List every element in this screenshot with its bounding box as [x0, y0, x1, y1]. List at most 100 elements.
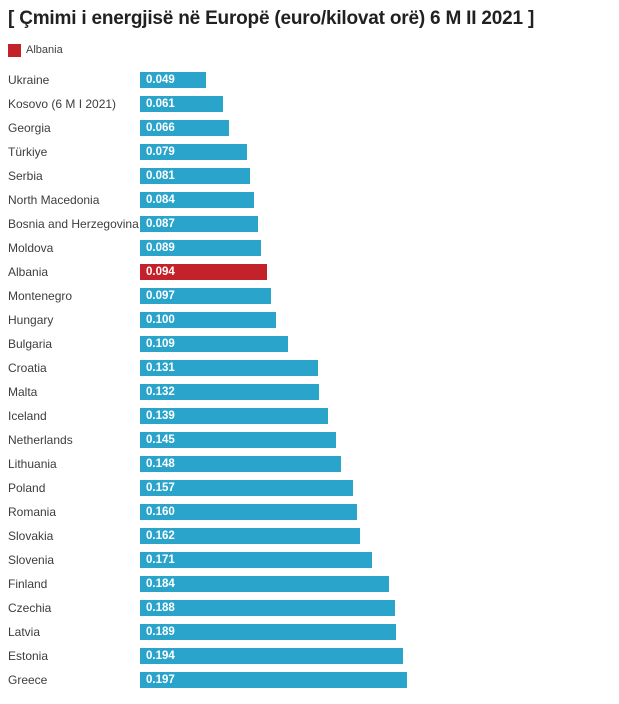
- country-label: Ukraine: [8, 73, 50, 87]
- country-label: Slovakia: [8, 529, 54, 543]
- bar-value-label: 0.109: [146, 338, 175, 350]
- bar-value-label: 0.189: [146, 626, 175, 638]
- country-label: Slovenia: [8, 553, 55, 567]
- bar-row: Romania 0.160: [0, 500, 619, 524]
- bar[interactable]: 0.066: [140, 120, 229, 136]
- bar[interactable]: 0.197: [140, 672, 407, 688]
- bar-value-label: 0.049: [146, 74, 175, 86]
- country-label: Croatia: [8, 361, 47, 375]
- country-label: Türkiye: [8, 145, 48, 159]
- bar-value-label: 0.157: [146, 482, 175, 494]
- country-label: Bosnia and Herzegovina: [8, 217, 139, 231]
- bar-value-label: 0.132: [146, 386, 175, 398]
- bar[interactable]: 0.157: [140, 480, 353, 496]
- country-label: Bulgaria: [8, 337, 53, 351]
- bar[interactable]: 0.084: [140, 192, 254, 208]
- bar-value-label: 0.084: [146, 194, 175, 206]
- bar[interactable]: 0.145: [140, 432, 336, 448]
- bar-value-label: 0.087: [146, 218, 175, 230]
- country-label: Romania: [8, 505, 57, 519]
- bar-row: Czechia 0.188: [0, 596, 619, 620]
- bar-row: Malta 0.132: [0, 380, 619, 404]
- bar-row: Bosnia and Herzegovina 0.087: [0, 212, 619, 236]
- bar-value-label: 0.094: [146, 266, 175, 278]
- country-label: Czechia: [8, 601, 52, 615]
- bar-value-label: 0.061: [146, 98, 175, 110]
- bar-row: Albania 0.094: [0, 260, 619, 284]
- bar-row: Netherlands 0.145: [0, 428, 619, 452]
- country-label: Poland: [8, 481, 46, 495]
- bar-row: Slovenia 0.171: [0, 548, 619, 572]
- bar[interactable]: 0.089: [140, 240, 261, 256]
- bar-row: Hungary 0.100: [0, 308, 619, 332]
- bar-value-label: 0.131: [146, 362, 175, 374]
- bar-row: Serbia 0.081: [0, 164, 619, 188]
- bar-value-label: 0.079: [146, 146, 175, 158]
- bar-row: Ukraine 0.049: [0, 68, 619, 92]
- bar-value-label: 0.100: [146, 314, 175, 326]
- bar-row: Estonia 0.194: [0, 644, 619, 668]
- bar[interactable]: 0.132: [140, 384, 319, 400]
- country-label: Lithuania: [8, 457, 57, 471]
- country-label: Kosovo (6 M I 2021): [8, 97, 117, 111]
- bar-value-label: 0.162: [146, 530, 175, 542]
- bar-row: Iceland 0.139: [0, 404, 619, 428]
- country-label: Netherlands: [8, 433, 73, 447]
- bar-value-label: 0.184: [146, 578, 175, 590]
- bar[interactable]: 0.171: [140, 552, 372, 568]
- legend-label: Albania: [26, 44, 63, 56]
- bar[interactable]: 0.081: [140, 168, 250, 184]
- bar-row: Finland 0.184: [0, 572, 619, 596]
- bar-row: Montenegro 0.097: [0, 284, 619, 308]
- legend-swatch-icon: [8, 43, 21, 57]
- bar-value-label: 0.089: [146, 242, 175, 254]
- bar[interactable]: 0.109: [140, 336, 288, 352]
- bar[interactable]: 0.100: [140, 312, 276, 328]
- country-label: Greece: [8, 673, 48, 687]
- country-label: Iceland: [8, 409, 47, 423]
- bar-highlighted[interactable]: 0.094: [140, 264, 267, 280]
- bar[interactable]: 0.189: [140, 624, 396, 640]
- bar-row: Poland 0.157: [0, 476, 619, 500]
- country-label: Latvia: [8, 625, 41, 639]
- bar[interactable]: 0.131: [140, 360, 318, 376]
- bar-row: Latvia 0.189: [0, 620, 619, 644]
- bar-value-label: 0.148: [146, 458, 175, 470]
- bar-value-label: 0.081: [146, 170, 175, 182]
- bar[interactable]: 0.184: [140, 576, 389, 592]
- bar-row: Bulgaria 0.109: [0, 332, 619, 356]
- bar[interactable]: 0.160: [140, 504, 357, 520]
- bar-row: Lithuania 0.148: [0, 452, 619, 476]
- bar[interactable]: 0.194: [140, 648, 403, 664]
- bar-value-label: 0.066: [146, 122, 175, 134]
- legend-item-albania[interactable]: Albania: [8, 43, 619, 57]
- bar[interactable]: 0.079: [140, 144, 247, 160]
- bar-value-label: 0.145: [146, 434, 175, 446]
- bar[interactable]: 0.162: [140, 528, 360, 544]
- bar[interactable]: 0.061: [140, 96, 223, 112]
- bar-value-label: 0.139: [146, 410, 175, 422]
- country-label: Albania: [8, 265, 49, 279]
- country-label: Estonia: [8, 649, 49, 663]
- bar-row: North Macedonia 0.084: [0, 188, 619, 212]
- bar-value-label: 0.188: [146, 602, 175, 614]
- bar-value-label: 0.097: [146, 290, 175, 302]
- bar[interactable]: 0.148: [140, 456, 341, 472]
- country-label: Serbia: [8, 169, 43, 183]
- bar-value-label: 0.197: [146, 674, 175, 686]
- bar[interactable]: 0.188: [140, 600, 395, 616]
- country-label: Montenegro: [8, 289, 73, 303]
- bar-value-label: 0.160: [146, 506, 175, 518]
- country-label: Malta: [8, 385, 38, 399]
- bar-row: Croatia 0.131: [0, 356, 619, 380]
- bar-row: Türkiye 0.079: [0, 140, 619, 164]
- bar-row: Kosovo (6 M I 2021) 0.061: [0, 92, 619, 116]
- country-label: Hungary: [8, 313, 54, 327]
- bar[interactable]: 0.139: [140, 408, 328, 424]
- bar-value-label: 0.171: [146, 554, 175, 566]
- country-label: Georgia: [8, 121, 51, 135]
- bar[interactable]: 0.087: [140, 216, 258, 232]
- bar[interactable]: 0.097: [140, 288, 271, 304]
- bar[interactable]: 0.049: [140, 72, 206, 88]
- bar-row: Moldova 0.089: [0, 236, 619, 260]
